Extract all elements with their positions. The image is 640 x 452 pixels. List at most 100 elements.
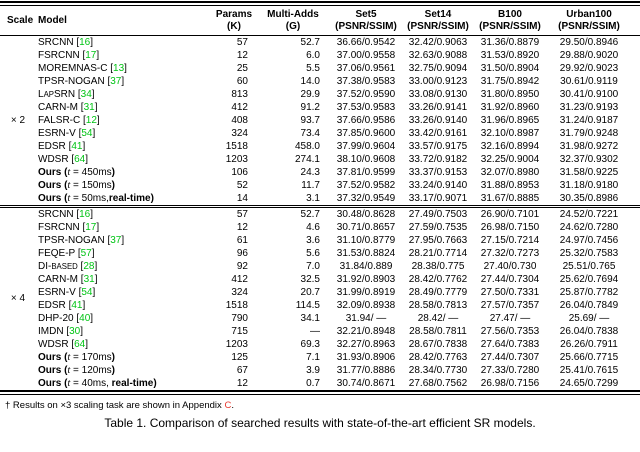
model-name: LAPSRN [38,88,76,100]
model-name: TPSR-NOGAN [38,75,105,87]
model-name: TPSR-NOGAN [38,234,105,246]
b100-cell: 32.10/0.8987 [480,127,540,139]
model-name: DI-BASED [38,260,78,272]
citation-link[interactable]: 34 [80,88,92,100]
multi-adds-cell: 3.1 [306,192,320,204]
urban100-cell: 31.79/0.9248 [559,127,619,139]
time-value: = 170ms [70,351,112,363]
model-cell: ESRN-V [54] [38,286,96,298]
table-row: DI-BASED [28] 92 7.0 31.84/0.889 28.38/0.775… [0,260,640,273]
table-row: FSRCNN [17] 12 4.6 30.71/0.8657 27.59/0.7535… [0,221,640,234]
citation-link[interactable]: 16 [79,36,91,48]
ours-label-close: ) [111,166,115,178]
params-cell: 61 [236,234,248,246]
citation-link[interactable]: 37 [110,75,122,87]
citation-link[interactable]: 28 [83,260,95,272]
urban100-cell: 31.24/0.9187 [559,114,619,126]
model-cell: FALSR-C [12] [38,114,100,126]
table-caption: Table 1. Comparison of searched results … [104,415,536,430]
set14-cell: 33.42/0.9161 [408,127,468,139]
set5-header-line1: Set5 [355,8,377,20]
set14-cell: 28.42/0.7763 [408,351,468,363]
citation-link[interactable]: 37 [110,234,122,246]
time-variable: t [67,351,71,363]
citation-link[interactable]: 31 [83,101,95,113]
citation-link[interactable]: 17 [85,221,97,233]
b100-cell: 31.88/0.8953 [480,179,540,191]
params-cell: 12 [236,221,248,233]
b100-header-line2: (PSNR/SSIM) [479,20,541,32]
col-header-model: Model [36,5,212,36]
time-value: = 120ms [70,364,112,376]
citation-link[interactable]: 13 [113,62,125,74]
section-scale-x4: × 4 SRCNN [16] 57 52.7 30.48/0.8628 27.49/0.7… [0,204,640,390]
params-header-line2: (K) [227,20,241,32]
set5-cell: 31.92/0.8903 [336,273,396,285]
citation-link[interactable]: 31 [83,273,95,285]
model-name: CARN-M [38,101,78,113]
set14-header-line1: Set14 [424,8,452,20]
set14-cell: 27.59/0.7535 [408,221,468,233]
table-row: FSRCNN [17] 12 6.0 37.00/0.9558 32.63/0.9088… [0,49,640,62]
time-value: = 40ms [70,377,107,389]
b100-cell: 26.98/0.7156 [480,377,540,389]
table-bottom-rule [0,389,640,395]
urban100-header-line1: Urban100 [566,8,612,20]
multi-adds-cell: 5.5 [306,62,320,74]
set5-cell: 31.94/ — [345,312,387,324]
model-name: FEQE-P [38,247,76,259]
ours-label-close: ) [150,192,154,204]
set14-cell: 33.37/0.9153 [408,166,468,178]
model-cell: EDSR [41] [38,140,86,152]
citation-link[interactable]: 41 [71,299,83,311]
model-cell: SRCNN [16] [38,36,94,48]
multi-adds-cell: — [310,325,320,337]
multi-adds-cell: 69.3 [300,338,320,350]
table-row: LAPSRN [34] 813 29.9 37.52/0.9590 33.08/0.91… [0,88,640,101]
b100-cell: 27.33/0.7280 [480,364,540,376]
footnote-text: † Results on ×3 scaling task are shown i… [5,399,225,411]
appendix-link[interactable]: C [224,399,232,411]
multi-adds-cell: 20.7 [300,286,320,298]
model-name: FALSR-C [38,114,81,126]
params-cell: 96 [236,247,248,259]
params-cell: 25 [236,62,248,74]
col-header-b100: B100 (PSNR/SSIM) [474,5,546,36]
citation-link[interactable]: 16 [79,208,91,220]
table-row: × 4 SRCNN [16] 57 52.7 30.48/0.8628 27.49/0.7… [0,204,640,390]
citation-link[interactable]: 41 [71,140,83,152]
set5-cell: 37.52/0.9590 [336,88,396,100]
set5-cell: 37.32/0.9549 [336,192,396,204]
model-name: FSRCNN [38,221,80,233]
ours-label: Ours ( [38,179,68,191]
set5-cell: 32.21/0.8948 [336,325,396,337]
set14-cell: 28.67/0.7838 [408,338,468,350]
set5-cell: 37.00/0.9558 [336,49,396,61]
time-value: = 150ms [70,179,112,191]
table-row: Ours (t = 150ms) 52 11.7 37.52/0.9582 33.24/… [0,179,640,192]
set5-header-line2: (PSNR/SSIM) [335,20,397,32]
model-cell: Ours (t = 40ms, real-time) [36,377,212,390]
model-cell: FEQE-P [57] [38,247,95,259]
citation-link[interactable]: 30 [69,325,81,337]
citation-link[interactable]: 12 [85,114,97,126]
table-row: CARN-M [31] 412 32.5 31.92/0.8903 28.42/0.77… [0,273,640,286]
b100-cell: 27.57/0.7357 [480,299,540,311]
model-cell: Ours (t = 450ms) [36,166,212,179]
params-header-line1: Params [215,8,253,20]
b100-cell: 31.96/0.8965 [480,114,540,126]
citation-link[interactable]: 64 [74,338,86,350]
citation-link[interactable]: 17 [85,49,97,61]
urban100-cell: 26.04/0.7849 [559,299,619,311]
params-cell: 12 [236,49,248,61]
urban100-header-line2: (PSNR/SSIM) [558,20,620,32]
citation-link[interactable]: 64 [74,153,86,165]
citation-link[interactable]: 54 [81,286,93,298]
citation-link[interactable]: 54 [81,127,93,139]
urban100-cell: 30.35/0.8986 [559,192,619,204]
section-scale-x2: × 2 SRCNN [16] 57 52.7 36.66/0.9542 32.42/0.9… [0,35,640,206]
citation-link[interactable]: 40 [79,312,91,324]
citation-link[interactable]: 57 [80,247,92,259]
time-variable: t [67,192,71,204]
multi-adds-cell: 52.7 [256,205,330,221]
